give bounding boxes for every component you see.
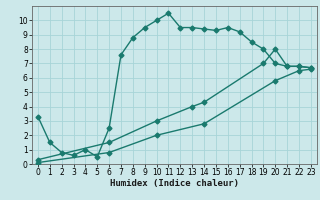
X-axis label: Humidex (Indice chaleur): Humidex (Indice chaleur) (110, 179, 239, 188)
